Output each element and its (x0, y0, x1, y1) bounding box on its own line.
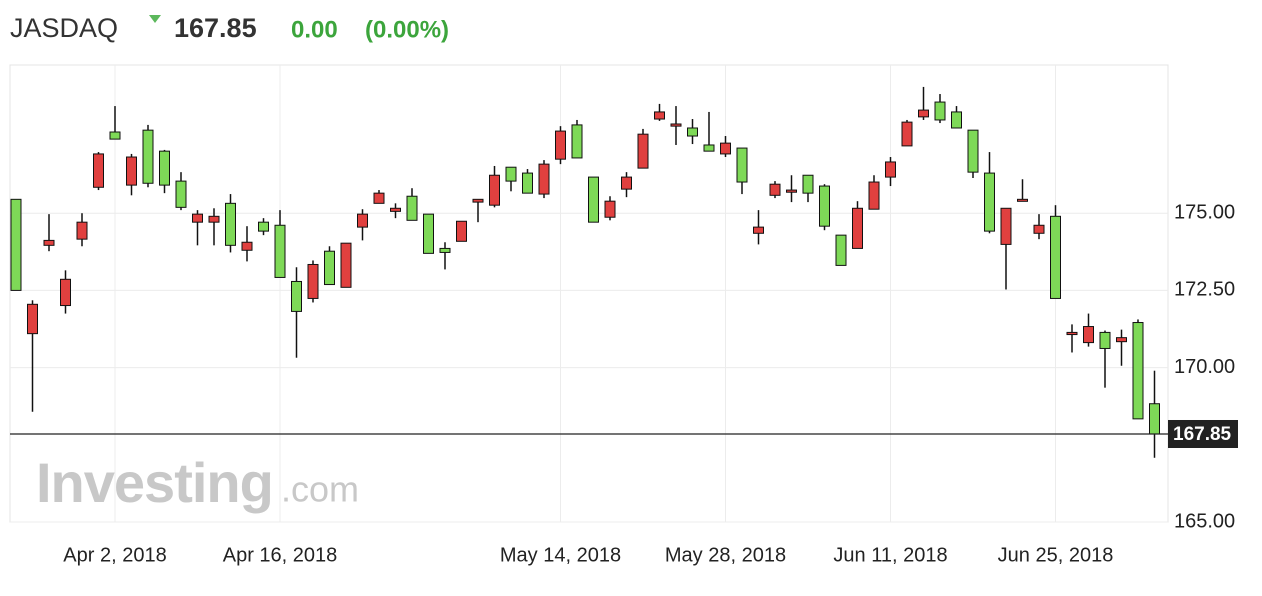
candle-body (621, 176, 632, 190)
candle-body (390, 207, 401, 212)
candle-body (522, 172, 533, 194)
change: 0.00 (291, 16, 338, 43)
candle-body (670, 123, 682, 127)
candle-body (159, 150, 170, 186)
candle-body (274, 224, 286, 278)
candle-body (208, 215, 220, 223)
candle-body (984, 172, 995, 232)
last-price: 167.85 (174, 13, 257, 43)
candle-body (753, 226, 764, 234)
candle-body (225, 202, 236, 246)
candle-body (340, 242, 352, 288)
candle-body (109, 131, 121, 140)
x-tick-label: May 14, 2018 (500, 544, 621, 566)
candle-body (10, 198, 22, 291)
candle-body (835, 234, 847, 266)
candle-body (357, 213, 368, 228)
candle-body (1000, 207, 1012, 245)
y-tick-label: 175.00 (1174, 201, 1235, 223)
candle-body (1083, 326, 1094, 344)
candle-body (27, 303, 38, 335)
candle-body (505, 166, 517, 182)
candle-body (192, 213, 203, 223)
candle-body (720, 142, 731, 155)
candle-body (654, 111, 665, 120)
candle-body (555, 130, 566, 160)
candle-body (588, 176, 599, 223)
x-tick-label: Jun 11, 2018 (833, 544, 947, 566)
candle-body (802, 174, 814, 194)
candle-body (373, 192, 385, 204)
candle-body (703, 144, 715, 152)
candle-body (258, 221, 269, 232)
candle-body (324, 250, 335, 286)
candle-body (142, 129, 154, 184)
candle-body (456, 220, 467, 242)
candle-body (60, 278, 71, 307)
candle-body (604, 200, 616, 218)
candle-body (76, 221, 88, 240)
candle-body (1132, 322, 1144, 420)
candle-body (1050, 215, 1061, 299)
candle-body (687, 127, 698, 137)
down-arrow-icon (149, 15, 161, 23)
candle-body (918, 109, 929, 118)
y-tick-label: 172.50 (1174, 279, 1235, 301)
candle-body (1033, 224, 1045, 234)
candle-body (472, 198, 484, 203)
x-tick-label: Apr 16, 2018 (223, 544, 338, 566)
grid (10, 65, 1168, 523)
candle-body (423, 213, 434, 254)
candle-body (43, 239, 55, 246)
chart-title: JASDAQ (10, 13, 118, 43)
last-price-tag (1168, 419, 1238, 448)
watermark: Investing (36, 451, 273, 514)
change-percent: (0.00%) (365, 16, 449, 43)
y-tick-label: 170.00 (1174, 356, 1235, 378)
candle-body (489, 174, 500, 206)
x-tick-label: May 28, 2018 (665, 544, 786, 566)
watermark-suffix: .com (281, 469, 359, 510)
candle-body (901, 121, 913, 147)
candle-body (241, 241, 253, 251)
candle-body (852, 207, 863, 249)
candle-body (307, 263, 319, 299)
candle-body (1017, 198, 1028, 202)
candle-body (406, 195, 418, 221)
last-price-tag-label: 167.85 (1173, 424, 1232, 445)
candle-body (736, 147, 748, 183)
x-tick-label: Jun 25, 2018 (998, 544, 1114, 566)
y-tick-label: 165.00 (1174, 510, 1235, 532)
candle-body (291, 280, 302, 312)
candle-body (1066, 331, 1078, 336)
x-tick-label: Apr 2, 2018 (63, 544, 166, 566)
candle-body (93, 153, 104, 188)
candle-body (967, 129, 979, 173)
candle-body (571, 124, 583, 159)
candle-body (175, 180, 187, 208)
candle-body (1116, 337, 1127, 343)
candle-body (1099, 331, 1111, 349)
candle-body (439, 247, 451, 253)
candle-body (538, 163, 550, 195)
candle-body (885, 161, 896, 178)
candle-body (868, 181, 880, 210)
candle-body (637, 133, 649, 169)
candle-body (951, 111, 962, 129)
candle-body (769, 183, 781, 196)
candle-body (934, 101, 946, 121)
candle-body (819, 185, 830, 227)
candles (10, 86, 1160, 458)
candle-body (786, 189, 797, 193)
candle-body (126, 156, 137, 186)
candle-body (1149, 403, 1160, 435)
